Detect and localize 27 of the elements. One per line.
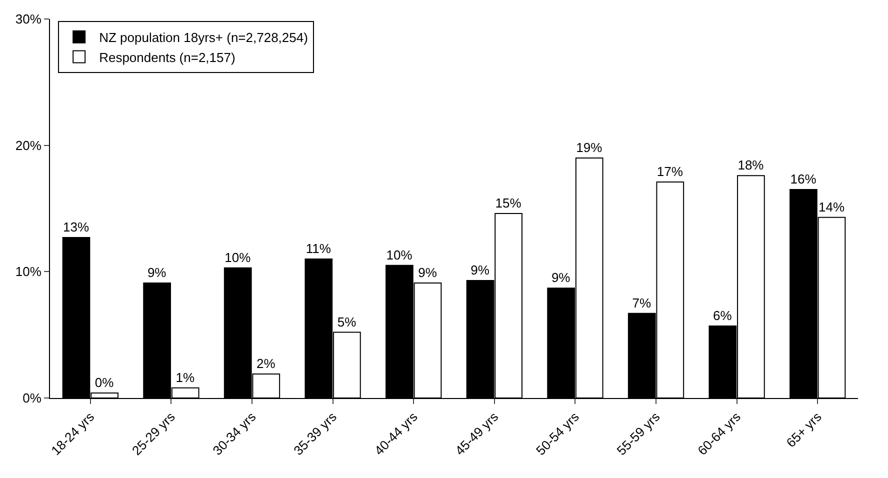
data-label: 7%: [632, 295, 652, 310]
data-label: 18%: [738, 158, 764, 173]
data-label: 9%: [147, 265, 167, 280]
data-label: 15%: [495, 196, 522, 211]
data-label: 2%: [256, 356, 276, 371]
data-label: 11%: [306, 241, 332, 256]
legend-label: Respondents (n=2,157): [99, 50, 236, 65]
data-label: 6%: [713, 308, 732, 323]
data-label: 17%: [656, 164, 684, 179]
data-label: 9%: [551, 270, 571, 286]
data-label: 9%: [418, 265, 438, 280]
data-label: 19%: [576, 140, 603, 155]
data-label: 10%: [224, 250, 252, 265]
data-label: 0%: [94, 374, 114, 390]
data-label: 16%: [790, 172, 817, 187]
data-label: 5%: [337, 314, 357, 330]
data-label: 14%: [818, 199, 845, 214]
y-tick-label: 10%: [15, 264, 42, 280]
data-label: 13%: [63, 220, 90, 235]
y-tick-label: 20%: [15, 138, 42, 153]
data-label: 9%: [470, 262, 490, 278]
y-tick-label: 30%: [15, 12, 42, 27]
data-label: 10%: [386, 247, 413, 262]
legend-label: NZ population 18yrs+ (n=2,728,254): [99, 30, 308, 45]
x-tick-label: 65+ yrs: [783, 408, 825, 450]
data-label: 1%: [176, 370, 195, 385]
y-tick-label: 0%: [22, 390, 42, 406]
